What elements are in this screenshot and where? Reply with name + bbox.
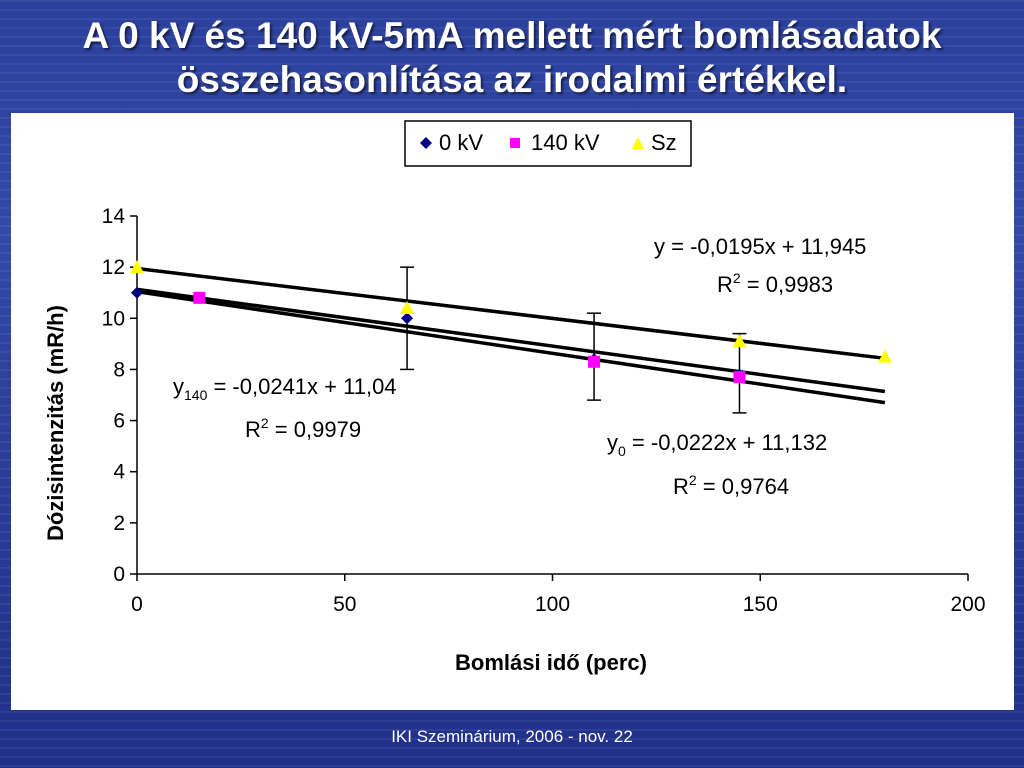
legend: 0 kV 140 kV Sz — [404, 120, 692, 167]
y-tick-label: 2 — [113, 512, 125, 535]
legend-label-0kv: 0 kV — [439, 130, 483, 155]
legend-triangle-icon — [632, 137, 644, 149]
r2-label: R — [245, 417, 261, 442]
data-point-sz — [877, 349, 892, 363]
annotation-sz-equation: y = -0,0195x + 11,945 — [654, 234, 866, 259]
y-tick-label: 0 — [113, 563, 125, 586]
y-tick-label: 12 — [102, 256, 125, 279]
eq-subscript: 140 — [184, 387, 208, 403]
trendlines — [136, 266, 886, 405]
r2-superscript: 2 — [261, 415, 269, 431]
data-markers — [130, 260, 892, 384]
x-axis-title: Bomlási idő (perc) — [455, 650, 647, 675]
title-line-1: A 0 kV és 140 kV-5mA mellett mért bomlás… — [82, 15, 942, 56]
y-tick-label: 4 — [113, 461, 125, 484]
y-tick-label: 10 — [102, 307, 125, 330]
r2-superscript: 2 — [689, 472, 697, 488]
y-tick-label: 6 — [113, 410, 125, 433]
data-point-sz — [130, 260, 144, 274]
x-tick-label: 150 — [743, 593, 778, 616]
annotation-sz-r2: R2 = 0,9983 — [717, 270, 833, 297]
r2-value: = 0,9764 — [697, 474, 789, 499]
r2-value: = 0,9979 — [269, 417, 361, 442]
legend-item-140kv: 140 kV — [510, 130, 600, 155]
r2-label: R — [673, 474, 689, 499]
data-point-140kv — [193, 291, 206, 304]
trendline — [136, 266, 886, 361]
data-point-sz — [400, 301, 415, 315]
y-axis-title: Dózisintenzitás (mR/h) — [43, 305, 68, 541]
annotation-140kv-r2: R2 = 0,9979 — [245, 415, 361, 442]
r2-label: R — [717, 272, 733, 297]
legend-label-140kv: 140 kV — [531, 130, 600, 155]
title-line-2: összehasonlítása az irodalmi értékkel. — [176, 59, 848, 100]
annotation-140kv: y140 = -0,0241x + 11,04 R2 = 0,9979 — [173, 374, 397, 442]
x-tick-label: 50 — [333, 593, 356, 616]
legend-label-sz: Sz — [651, 130, 677, 155]
legend-box — [404, 120, 692, 167]
x-tick-label: 100 — [535, 593, 570, 616]
legend-diamond-icon — [420, 137, 432, 149]
x-tick-label: 0 — [131, 593, 143, 616]
y-tick-label: 8 — [113, 358, 125, 381]
eq-rest: = -0,0222x + 11,132 — [626, 430, 827, 455]
y-tick-label: 14 — [102, 205, 126, 228]
eq-y: y — [607, 430, 618, 455]
annotation-0kv: y0 = -0,0222x + 11,132 R2 = 0,9764 — [607, 430, 827, 499]
legend-item-sz: Sz — [632, 130, 677, 155]
trendline — [136, 287, 886, 394]
annotation-0kv-equation: y0 = -0,0222x + 11,132 — [607, 430, 827, 459]
r2-superscript: 2 — [733, 270, 741, 286]
eq-y: y — [173, 374, 184, 399]
r2-value: = 0,9983 — [741, 272, 833, 297]
data-point-140kv — [733, 371, 746, 384]
data-point-140kv — [588, 355, 601, 368]
slide-title: A 0 kV és 140 kV-5mA mellett mért bomlás… — [0, 14, 1024, 102]
annotation-140kv-equation: y140 = -0,0241x + 11,04 — [173, 374, 397, 403]
x-tick-label: 200 — [950, 593, 985, 616]
trendline — [136, 289, 886, 405]
data-point-sz — [732, 334, 747, 348]
eq-subscript: 0 — [618, 443, 626, 459]
legend-square-icon — [510, 138, 520, 148]
data-point-0kv — [401, 312, 414, 325]
data-point-0kv — [131, 286, 143, 299]
annotation-0kv-r2: R2 = 0,9764 — [673, 472, 789, 499]
annotation-sz: y = -0,0195x + 11,945 R2 = 0,9983 — [654, 234, 866, 297]
legend-item-0kv: 0 kV — [420, 130, 483, 155]
chart-panel: 0 kV 140 kV Sz 0 2 4 6 8 10 12 14 0 50 100 150 200 B… — [11, 113, 1014, 710]
slide-footer: IKI Szeminárium, 2006 - nov. 22 — [391, 727, 633, 746]
eq-rest: = -0,0241x + 11,04 — [207, 374, 396, 399]
